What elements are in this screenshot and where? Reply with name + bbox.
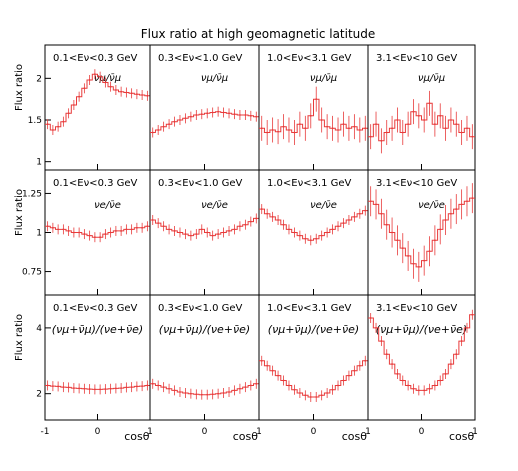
x-axis-label: cosθ: [449, 430, 475, 443]
figure-title: Flux ratio at high geomagnetic latitude: [141, 27, 376, 41]
y-axis-label: Flux ratio: [14, 314, 25, 361]
series-line: [150, 217, 259, 237]
x-tick-label: 1: [472, 427, 478, 437]
energy-bin-label: 0.3<Eν<1.0 GeV: [158, 53, 243, 64]
energy-bin-label: 3.1<Eν<10 GeV: [376, 178, 457, 189]
series-line: [368, 197, 475, 268]
series-line: [45, 225, 150, 238]
x-tick-label: 0: [95, 427, 101, 437]
series-line: [150, 111, 259, 133]
x-tick-label: 0: [202, 427, 208, 437]
ratio-label: νe/ν̄e: [94, 200, 121, 211]
energy-bin-label: 0.3<Eν<1.0 GeV: [158, 303, 243, 314]
y-tick-label: 2: [36, 74, 42, 84]
y-axis-label: Flux ratio: [14, 189, 25, 236]
series-line: [45, 73, 150, 131]
x-axis-label: cosθ: [233, 430, 259, 443]
y-tick-label: 0.75: [22, 268, 42, 278]
y-tick-label: 1: [36, 229, 42, 239]
ratio-label: (νμ+ν̄μ)/(νe+ν̄e): [159, 323, 250, 336]
ratio-label: (νμ+ν̄μ)/(νe+ν̄e): [268, 323, 359, 336]
energy-bin-label: 1.0<Eν<3.1 GeV: [267, 178, 352, 189]
energy-bin-label: 3.1<Eν<10 GeV: [376, 53, 457, 64]
x-axis-label: cosθ: [342, 430, 368, 443]
series-line: [368, 102, 475, 142]
x-tick-label: 1: [365, 427, 371, 437]
y-tick-label: 2: [36, 390, 42, 400]
y-tick-label: 1: [36, 158, 42, 168]
y-axis-label: Flux ratio: [14, 64, 25, 111]
ratio-label: νμ/ν̄μ: [310, 73, 337, 84]
y-tick-label: 4: [36, 324, 42, 334]
series-line: [259, 360, 368, 398]
x-tick-label: 1: [147, 427, 153, 437]
energy-bin-label: 0.3<Eν<1.0 GeV: [158, 178, 243, 189]
ratio-label: νe/ν̄e: [201, 200, 228, 211]
ratio-label: νμ/ν̄μ: [201, 73, 228, 84]
series-line: [368, 314, 475, 391]
ratio-label: (νμ+ν̄μ)/(νe+ν̄e): [376, 323, 467, 336]
energy-bin-label: 3.1<Eν<10 GeV: [376, 303, 457, 314]
panel-grid: Flux ratio 1 1.5 2 0.1<Eν<0.3 GeV νμ/ν̄μ 0.3<E…: [14, 44, 478, 443]
x-tick-label: 0: [311, 427, 317, 437]
ratio-label: νe/ν̄e: [310, 200, 337, 211]
energy-bin-label: 1.0<Eν<3.1 GeV: [267, 53, 352, 64]
x-tick-label: 1: [256, 427, 262, 437]
ratio-label: νμ/ν̄μ: [418, 73, 445, 84]
energy-bin-label: 1.0<Eν<3.1 GeV: [267, 303, 352, 314]
series-line: [150, 383, 259, 396]
x-axis-label: cosθ: [124, 430, 150, 443]
ratio-label: (νμ+ν̄μ)/(νe+ν̄e): [52, 323, 143, 336]
series-line: [259, 98, 368, 133]
x-tick-label: -1: [41, 427, 50, 437]
energy-bin-label: 0.1<Eν<0.3 GeV: [53, 178, 138, 189]
energy-bin-label: 0.1<Eν<0.3 GeV: [53, 303, 138, 314]
ratio-label: νμ/ν̄μ: [94, 73, 121, 84]
series-line: [45, 385, 150, 390]
y-tick-label: 1.5: [28, 116, 42, 126]
ratio-label: νe/ν̄e: [418, 200, 445, 211]
energy-bin-label: 0.1<Eν<0.3 GeV: [53, 53, 138, 64]
y-tick-label: 1.25: [22, 189, 42, 199]
x-tick-label: 0: [419, 427, 425, 437]
series-line: [259, 208, 368, 241]
